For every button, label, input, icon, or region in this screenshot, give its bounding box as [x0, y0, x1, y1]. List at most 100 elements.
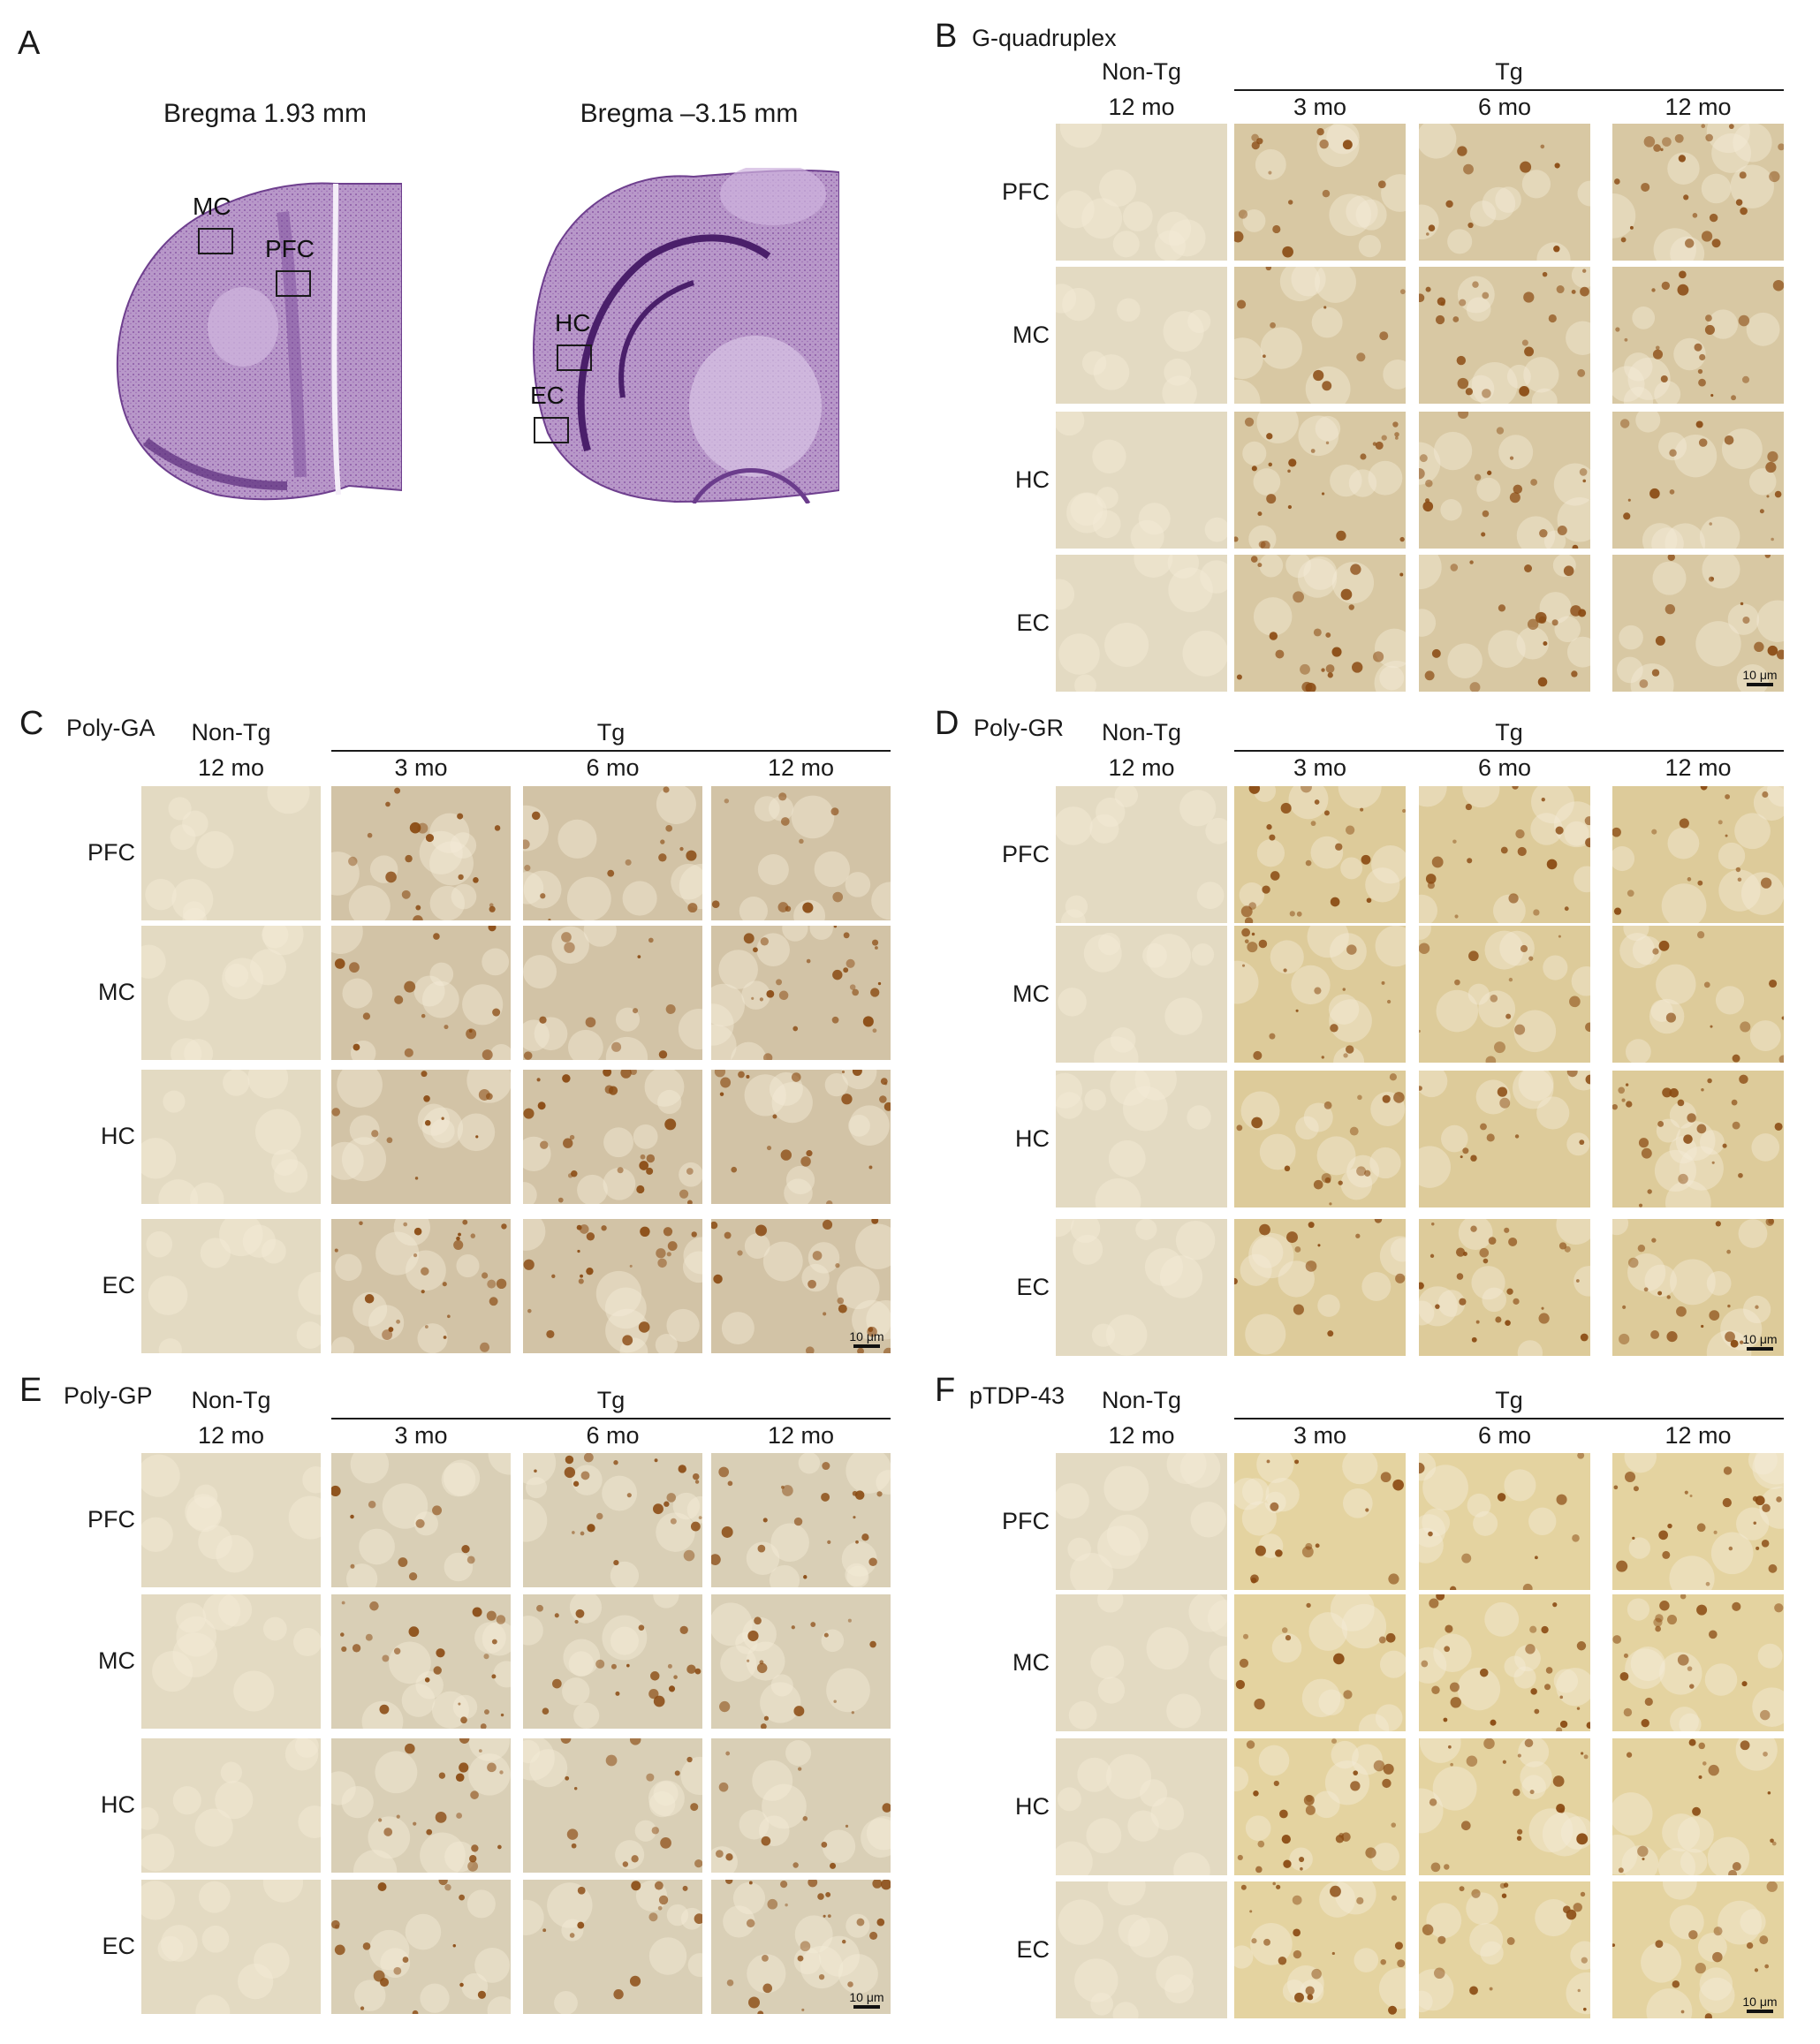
micrograph-tile	[331, 1453, 511, 1587]
micrograph-tile	[1419, 555, 1590, 692]
micrograph-tile	[523, 1219, 702, 1353]
micrograph-tile	[1612, 1594, 1784, 1731]
panel-b-age-1: 3 mo	[1293, 94, 1347, 120]
scale-bar-label: 10 μm	[849, 1990, 884, 2004]
micrograph-tile	[523, 1070, 702, 1204]
panel-e-age-3: 12 mo	[767, 1422, 835, 1449]
tissue-texture	[523, 1880, 702, 2014]
tissue-texture	[1612, 1219, 1774, 1356]
micrograph-tile	[1056, 1453, 1227, 1590]
panel-d-row-hc: HC	[1015, 1124, 1050, 1152]
panel-b-tg-line	[1234, 89, 1784, 91]
micrograph-tile	[1056, 786, 1227, 923]
micrograph-tile	[1234, 555, 1406, 692]
panel-c-row-pfc: PFC	[87, 839, 135, 866]
panel-f-tg-line	[1234, 1418, 1784, 1419]
tissue-texture	[331, 1738, 511, 1873]
tissue-texture	[711, 1739, 891, 1873]
micrograph-tile	[1056, 1738, 1227, 1875]
tissue-texture	[1612, 1881, 1778, 2018]
micrograph-tile	[1612, 786, 1784, 923]
tissue-texture	[1619, 412, 1782, 549]
panel-f-tg-label: Tg	[1495, 1387, 1523, 1413]
panel-e-row-hc: HC	[101, 1791, 135, 1818]
panel-d-tg-line	[1234, 750, 1784, 752]
panel-f-age-2: 6 mo	[1477, 1422, 1532, 1449]
micrograph-tile	[1056, 1219, 1227, 1356]
scale-bar-line	[1747, 683, 1773, 686]
tissue-texture	[141, 1070, 308, 1204]
micrograph-tile	[1612, 555, 1784, 692]
panel-d-age-2: 6 mo	[1477, 754, 1532, 781]
scale-bar-label: 10 μm	[849, 1329, 884, 1344]
micrograph-tile	[1612, 267, 1784, 404]
tissue-texture	[1234, 1738, 1399, 1874]
tissue-texture	[1619, 926, 1784, 1063]
roi-label-ec: EC	[530, 382, 565, 409]
micrograph-tile	[1056, 124, 1227, 261]
tissue-texture	[1056, 1219, 1216, 1356]
micrograph-tile	[1056, 555, 1227, 692]
tissue-texture	[1056, 1753, 1210, 1875]
panel-b-row-hc: HC	[1015, 466, 1050, 493]
micrograph-tile	[1419, 124, 1590, 261]
micrograph-tile	[711, 1219, 891, 1353]
micrograph-tile	[1612, 1738, 1784, 1875]
tissue-texture	[1612, 1074, 1783, 1207]
micrograph-tile	[141, 1453, 321, 1587]
panel-c-row-hc: HC	[101, 1123, 135, 1149]
panel-a-letter: A	[18, 25, 41, 62]
panel-f-letter: F	[935, 1372, 956, 1409]
panel-f-age-1: 3 mo	[1293, 1422, 1347, 1449]
micrograph-tile	[1612, 412, 1784, 549]
panel-f-row-mc: MC	[1012, 1648, 1050, 1676]
tissue-texture	[711, 1602, 876, 1729]
panel-e-row-ec: EC	[102, 1933, 135, 1959]
tissue-texture	[1234, 1219, 1406, 1355]
tissue-texture	[1419, 1738, 1590, 1873]
micrograph-tile	[1419, 926, 1590, 1063]
bregma-caption-left: Bregma 1.93 mm	[163, 99, 368, 128]
tissue-texture	[723, 1880, 891, 2014]
micrograph-tile	[1612, 1219, 1784, 1356]
tissue-texture	[1236, 1073, 1406, 1206]
micrograph-tile	[1419, 1881, 1590, 2018]
tissue-texture	[1419, 1219, 1590, 1356]
micrograph-tile	[1056, 1881, 1227, 2018]
micrograph-tile	[1056, 1594, 1227, 1731]
tissue-texture	[711, 1219, 891, 1353]
panel-e-letter: E	[19, 1372, 42, 1409]
scale-bar-label: 10 μm	[1742, 1332, 1778, 1346]
tissue-texture	[331, 1453, 511, 1587]
micrograph-tile	[1234, 786, 1406, 923]
micrograph-tile	[331, 1880, 511, 2014]
tissue-texture	[1617, 555, 1784, 692]
tissue-texture	[1419, 1594, 1590, 1731]
tissue-texture	[1056, 284, 1211, 404]
panel-e-row-mc: MC	[98, 1647, 135, 1674]
tissue-texture	[1419, 124, 1590, 261]
panel-c-tg-label: Tg	[596, 719, 626, 746]
micrograph-tile	[1419, 1453, 1590, 1590]
panel-d-title: Poly-GR	[974, 715, 1065, 741]
panel-f-row-hc: HC	[1015, 1792, 1050, 1820]
micrograph-tile	[141, 1594, 321, 1729]
tissue-texture	[1419, 267, 1590, 404]
tissue-texture	[340, 1601, 511, 1729]
tissue-texture	[1419, 1882, 1590, 2015]
panel-d-age-1: 3 mo	[1293, 754, 1347, 781]
tissue-texture	[1056, 555, 1227, 692]
panel-f-nontg-age: 12 mo	[1108, 1422, 1175, 1449]
micrograph-tile	[1419, 267, 1590, 404]
panel-c-letter: C	[19, 705, 44, 742]
panel-e-title: Poly-GP	[64, 1382, 153, 1409]
micrograph-tile	[711, 1070, 891, 1204]
roi-label-pfc: PFC	[265, 235, 315, 262]
micrograph-tile	[141, 1219, 321, 1353]
tissue-texture	[141, 926, 304, 1060]
micrograph-tile	[331, 1738, 511, 1873]
micrograph-tile	[711, 1880, 891, 2014]
tissue-texture	[1612, 1738, 1778, 1875]
panel-d-row-ec: EC	[1016, 1273, 1050, 1300]
panel-f-row-pfc: PFC	[1002, 1507, 1050, 1534]
